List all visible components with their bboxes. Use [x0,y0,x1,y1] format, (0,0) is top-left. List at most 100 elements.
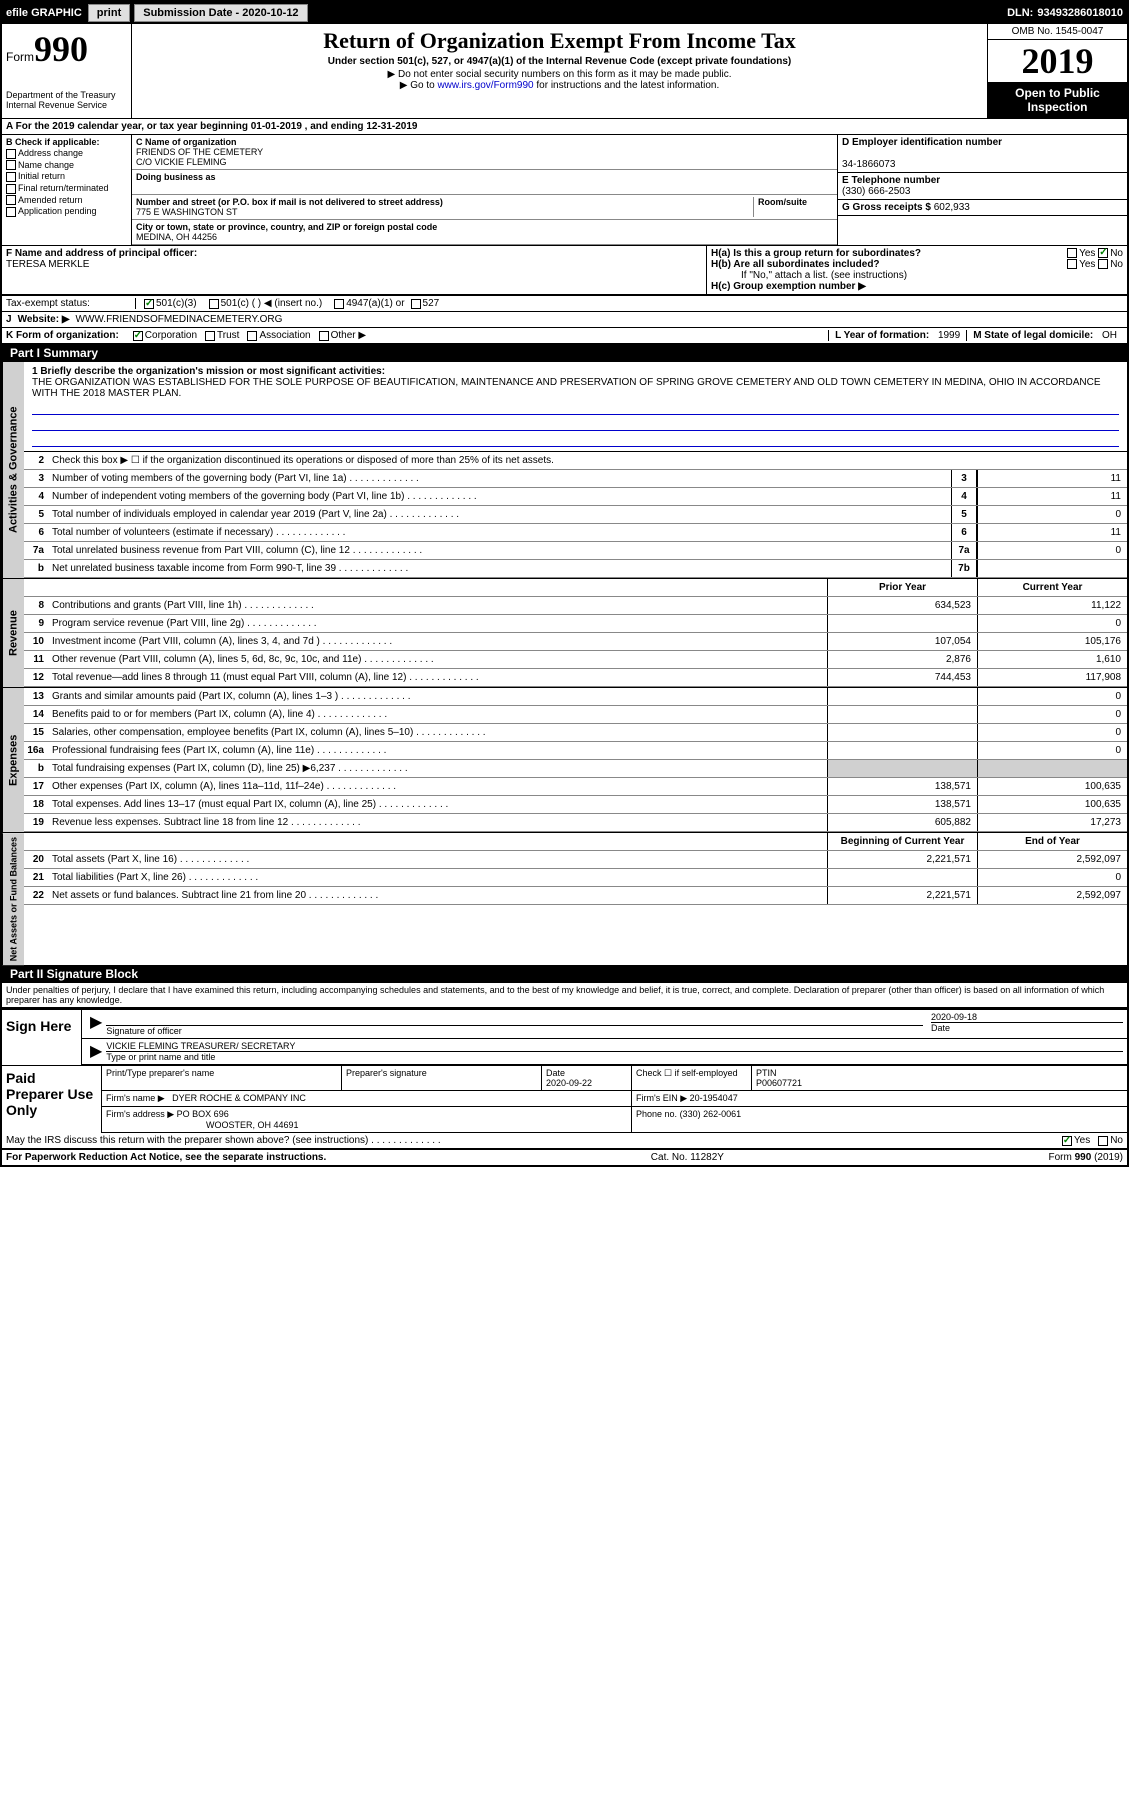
officer-row: F Name and address of principal officer:… [2,246,1127,295]
check-other[interactable] [319,331,329,341]
prep-self: Check ☐ if self-employed [632,1066,752,1090]
irs-link[interactable]: www.irs.gov/Form990 [437,80,533,91]
footer-right: Form 990 (2019) [1049,1152,1123,1163]
vtab-netassets: Net Assets or Fund Balances [2,833,24,965]
discuss-row: May the IRS discuss this return with the… [2,1133,1127,1149]
state-domicile: M State of legal domicile: OH [966,330,1123,341]
firm-ein: Firm's EIN ▶ 20-1954047 [632,1091,1127,1106]
subdate-button[interactable]: Submission Date - 2020-10-12 [134,4,307,22]
check-4947[interactable] [334,299,344,309]
check-assoc[interactable] [247,331,257,341]
mission-block: 1 Briefly describe the organization's mi… [24,362,1127,452]
sign-here-label: Sign Here [2,1010,82,1065]
line-b: bNet unrelated business taxable income f… [24,560,1127,578]
line-12: 12Total revenue—add lines 8 through 11 (… [24,669,1127,687]
line-5: 5Total number of individuals employed in… [24,506,1127,524]
line-3: 3Number of voting members of the governi… [24,470,1127,488]
sign-section: Sign Here ▶Signature of officer2020-09-1… [2,1008,1127,1065]
footer-mid: Cat. No. 11282Y [651,1152,724,1163]
phone-field: E Telephone number(330) 666-2503 [838,173,1127,200]
footer: For Paperwork Reduction Act Notice, see … [2,1149,1127,1165]
perjury-decl: Under penalties of perjury, I declare th… [2,983,1127,1008]
check-initial[interactable]: Initial return [6,171,127,182]
vtab-revenue: Revenue [2,579,24,687]
check-corp[interactable] [133,331,143,341]
org-name-field: C Name of organization FRIENDS OF THE CE… [132,135,837,170]
topbar: efile GRAPHIC print Submission Date - 20… [2,2,1127,24]
vtab-expenses: Expenses [2,688,24,832]
subtitle-2: ▶ Do not enter social security numbers o… [136,69,983,80]
tax-status-label: Tax-exempt status: [6,298,136,309]
line-22: 22Net assets or fund balances. Subtract … [24,887,1127,905]
line-7a: 7aTotal unrelated business revenue from … [24,542,1127,560]
tax-year-line: A For the 2019 calendar year, or tax yea… [2,119,1127,135]
prep-date: Date2020-09-22 [542,1066,632,1090]
gross-receipts: G Gross receipts $ 602,933 [838,200,1127,216]
print-button[interactable]: print [88,4,130,22]
subtitle-3: ▶ Go to www.irs.gov/Form990 for instruct… [136,80,983,91]
line-14: 14Benefits paid to or for members (Part … [24,706,1127,724]
website-label: Website: ▶ [18,314,70,325]
check-pending[interactable]: Application pending [6,206,127,217]
tax-year: 2019 [988,40,1127,82]
line-21: 21Total liabilities (Part X, line 26)0 [24,869,1127,887]
line-13: 13Grants and similar amounts paid (Part … [24,688,1127,706]
net-header: Beginning of Current YearEnd of Year [24,833,1127,851]
line-8: 8Contributions and grants (Part VIII, li… [24,597,1127,615]
firm-phone: Phone no. (330) 262-0061 [632,1107,1127,1132]
check-501c[interactable] [209,299,219,309]
line-16a: 16aProfessional fundraising fees (Part I… [24,742,1127,760]
line-b: bTotal fundraising expenses (Part IX, co… [24,760,1127,778]
inspection-label: Open to Public Inspection [988,82,1127,118]
line-6: 6Total number of volunteers (estimate if… [24,524,1127,542]
line-2: 2Check this box ▶ ☐ if the organization … [24,452,1127,470]
line-9: 9Program service revenue (Part VIII, lin… [24,615,1127,633]
prep-sig-hdr: Preparer's signature [342,1066,542,1090]
line-17: 17Other expenses (Part IX, column (A), l… [24,778,1127,796]
website-value: WWW.FRIENDSOFMEDINACEMETERY.ORG [76,314,283,325]
hb-line: H(b) Are all subordinates included? Yes … [711,259,1123,270]
check-address[interactable]: Address change [6,148,127,159]
part1-header: Part I Summary [2,344,1127,362]
dln-label: DLN: [1007,7,1033,19]
entity-block: B Check if applicable: Address change Na… [2,135,1127,246]
form-org-label: K Form of organization: [6,330,119,341]
paid-preparer-section: Paid Preparer Use Only Print/Type prepar… [2,1065,1127,1133]
form-title: Return of Organization Exempt From Incom… [136,28,983,54]
year-formation: L Year of formation: 1999 [828,330,966,341]
city-field: City or town, state or province, country… [132,220,837,245]
officer-name: VICKIE FLEMING TREASURER/ SECRETARY [106,1041,1123,1052]
hb-note: If "No," attach a list. (see instruction… [711,270,1123,281]
rev-header: Prior YearCurrent Year [24,579,1127,597]
section-b-label: B Check if applicable: [6,137,127,147]
vtab-governance: Activities & Governance [2,362,24,578]
omb-number: OMB No. 1545-0047 [988,24,1127,40]
line-11: 11Other revenue (Part VIII, column (A), … [24,651,1127,669]
dba-field: Doing business as [132,170,837,195]
check-trust[interactable] [205,331,215,341]
check-527[interactable] [411,299,421,309]
website-j: J [6,314,12,325]
discuss-no[interactable] [1098,1136,1108,1146]
check-501c3[interactable] [144,299,154,309]
hc-line: H(c) Group exemption number ▶ [711,281,1123,292]
check-name[interactable]: Name change [6,160,127,171]
firm-name: Firm's name ▶ DYER ROCHE & COMPANY INC [102,1091,632,1106]
prep-name-hdr: Print/Type preparer's name [102,1066,342,1090]
check-amended[interactable]: Amended return [6,195,127,206]
ein-field: D Employer identification number34-18660… [838,135,1127,173]
form-header: Form990 Department of the Treasury Inter… [2,24,1127,119]
efile-label: efile GRAPHIC [6,7,82,19]
ha-line: H(a) Is this a group return for subordin… [711,248,1123,259]
line-19: 19Revenue less expenses. Subtract line 1… [24,814,1127,832]
address-field: Number and street (or P.O. box if mail i… [132,195,837,220]
discuss-yes[interactable] [1062,1136,1072,1146]
subtitle-1: Under section 501(c), 527, or 4947(a)(1)… [136,56,983,67]
ptin: PTINP00607721 [752,1066,1127,1090]
line-18: 18Total expenses. Add lines 13–17 (must … [24,796,1127,814]
line-4: 4Number of independent voting members of… [24,488,1127,506]
footer-left: For Paperwork Reduction Act Notice, see … [6,1152,326,1163]
part2-header: Part II Signature Block [2,965,1127,983]
check-final[interactable]: Final return/terminated [6,183,127,194]
dept-label: Department of the Treasury Internal Reve… [6,90,127,110]
